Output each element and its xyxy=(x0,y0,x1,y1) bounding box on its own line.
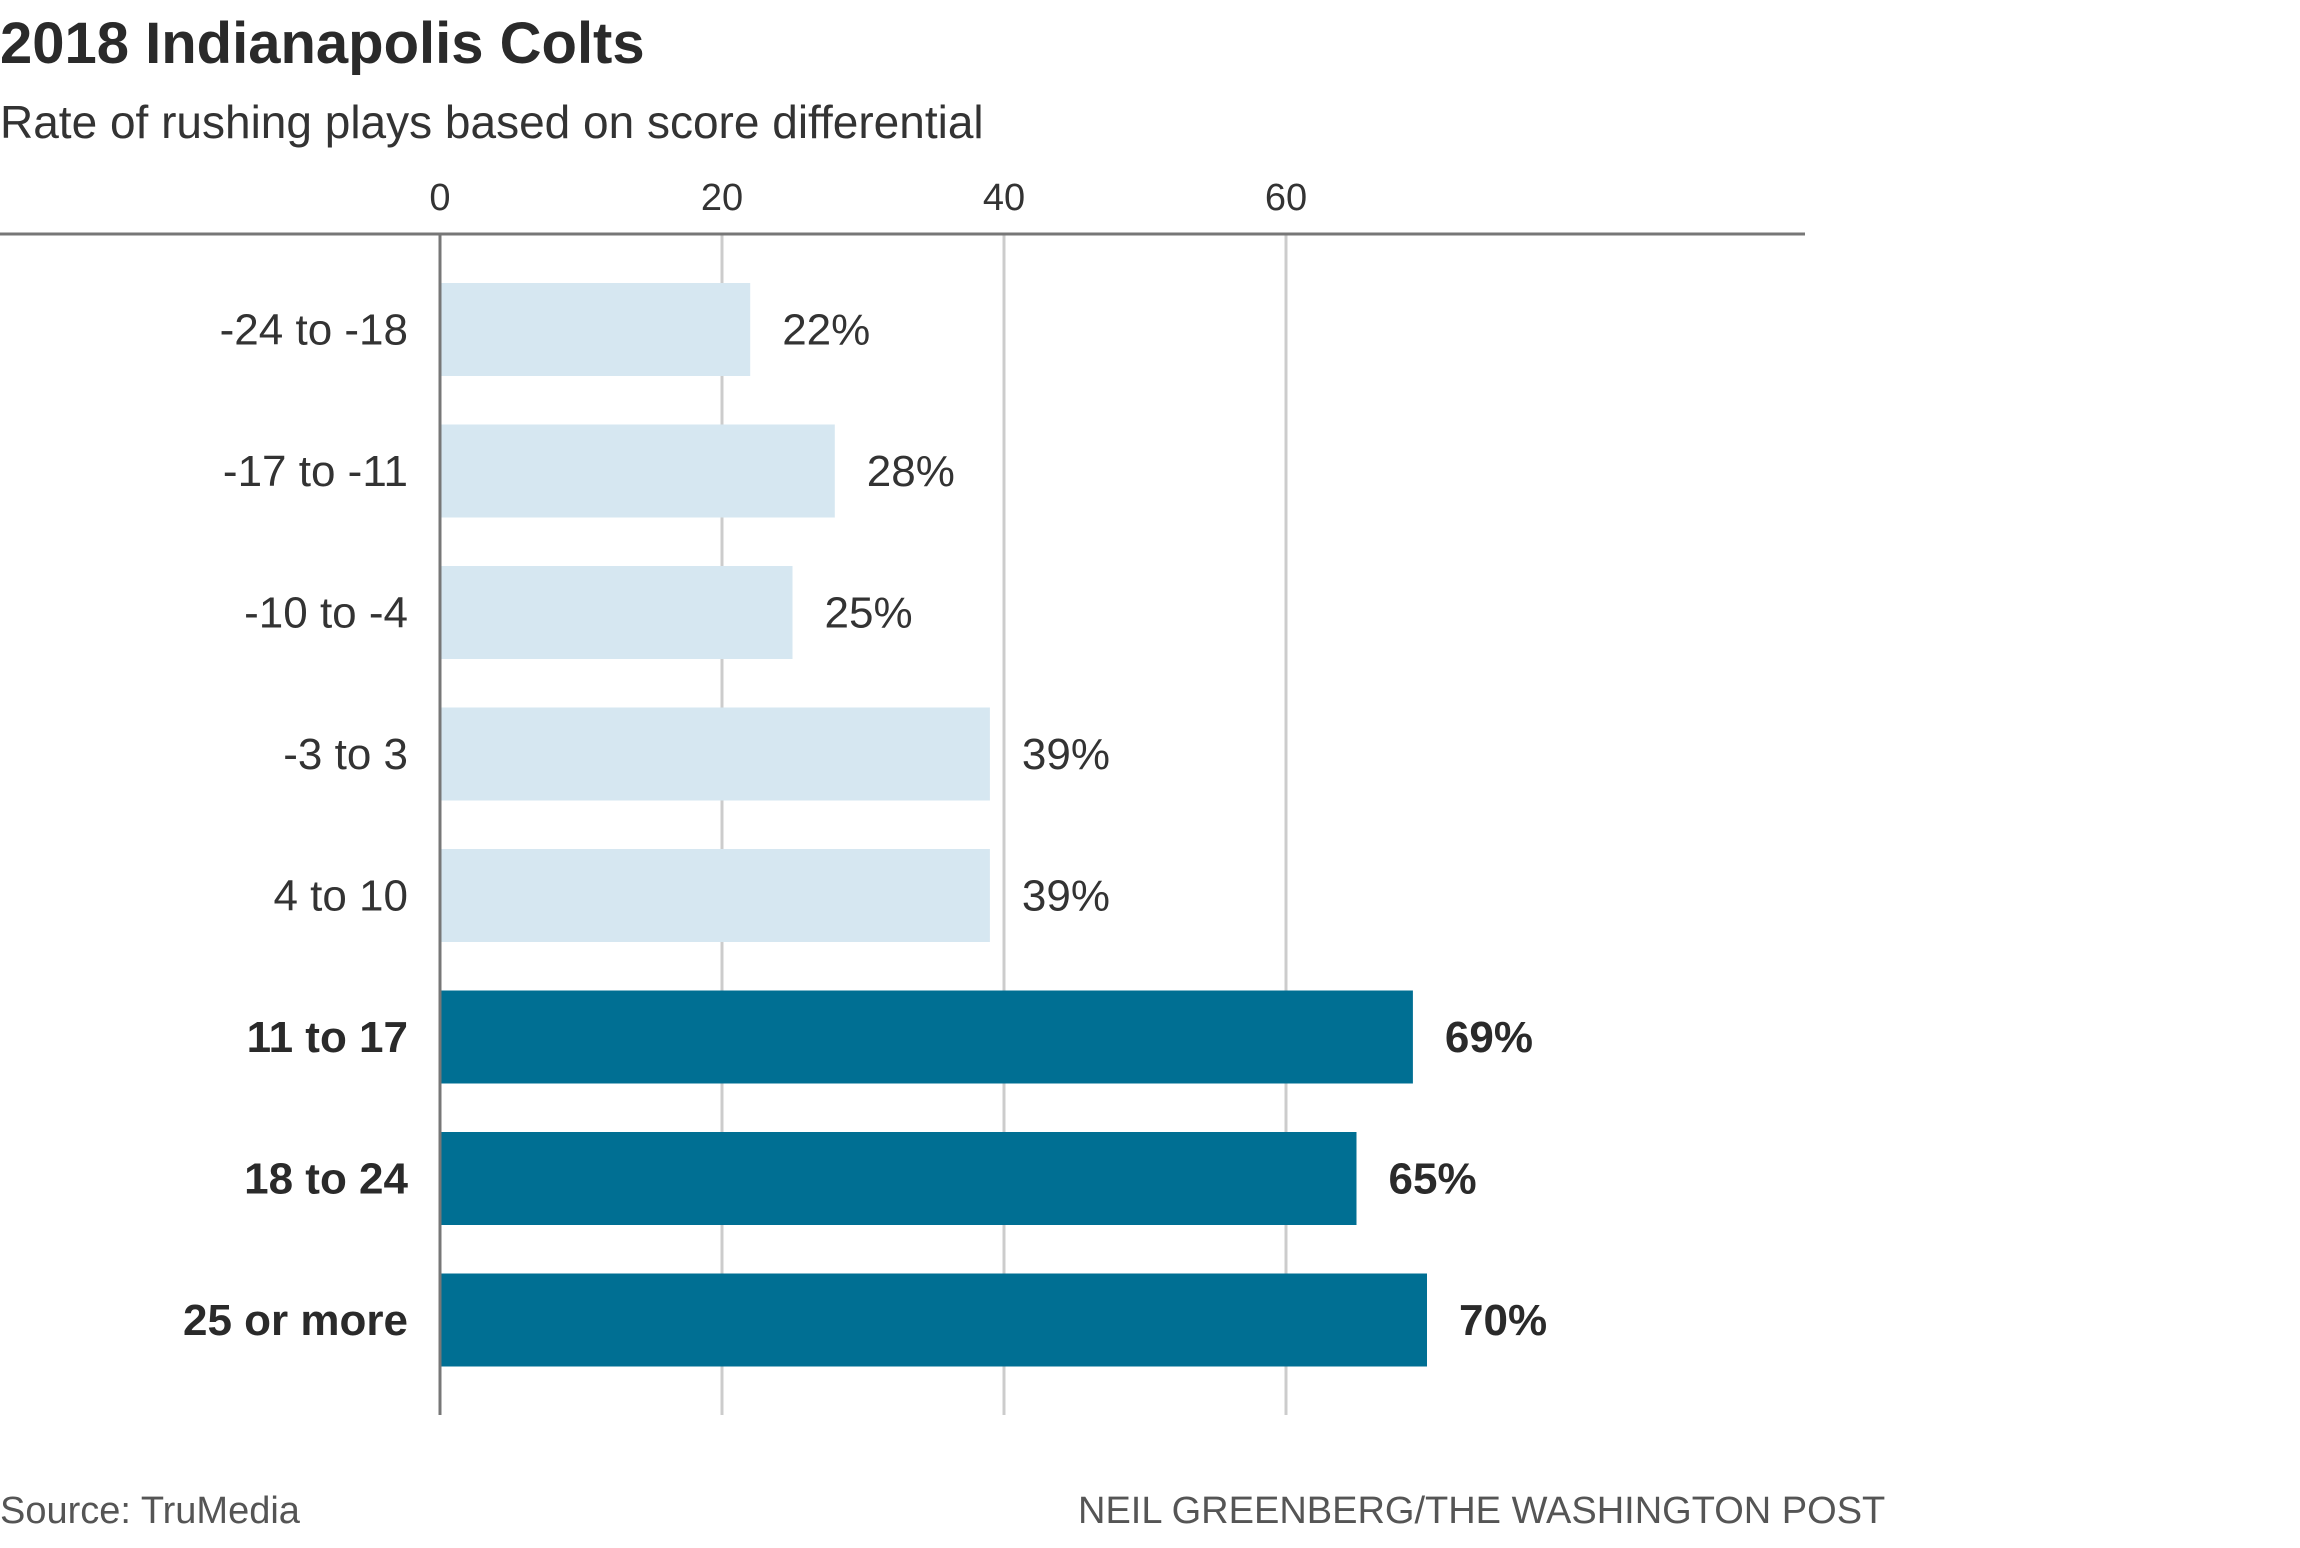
category-label-1: -24 to -18 xyxy=(220,306,408,355)
x-tick-label-60: 60 xyxy=(1265,177,1307,219)
category-label-8: 25 or more xyxy=(183,1296,408,1345)
value-label-5: 39% xyxy=(1022,872,1110,921)
bar-2 xyxy=(440,424,835,518)
category-label-5: 4 to 10 xyxy=(273,872,408,921)
x-axis-ticks: 0 20 40 60 xyxy=(429,177,1307,219)
value-label-1: 22% xyxy=(782,306,870,355)
category-label-4: -3 to 3 xyxy=(283,730,408,779)
x-tick-label-20: 20 xyxy=(701,177,743,219)
bar-5 xyxy=(440,849,990,942)
bar-4 xyxy=(440,707,990,801)
bar-8 xyxy=(440,1273,1427,1367)
source-note: Source: TruMedia xyxy=(0,1490,300,1532)
credit-note: NEIL GREENBERG/THE WASHINGTON POST xyxy=(1078,1490,1886,1532)
category-label-7: 18 to 24 xyxy=(244,1155,408,1204)
chart-subtitle: Rate of rushing plays based on score dif… xyxy=(0,96,984,148)
bar-1 xyxy=(440,283,751,376)
x-tick-label-40: 40 xyxy=(983,177,1025,219)
grid-lines xyxy=(720,234,1288,1415)
chart-title: 2018 Indianapolis Colts xyxy=(0,11,645,76)
axes xyxy=(0,232,1805,1415)
value-label-3: 25% xyxy=(825,589,913,638)
value-label-6: 69% xyxy=(1445,1013,1533,1062)
category-label-2: -17 to -11 xyxy=(223,447,408,496)
value-label-2: 28% xyxy=(867,447,955,496)
bars xyxy=(440,283,1427,1367)
bar-7 xyxy=(440,1132,1357,1225)
value-label-8: 70% xyxy=(1459,1296,1547,1345)
category-label-3: -10 to -4 xyxy=(244,589,408,638)
value-label-7: 65% xyxy=(1389,1155,1477,1204)
category-labels: -24 to -18 -17 to -11 -10 to -4 -3 to 3 4 to… xyxy=(183,306,409,1346)
value-label-4: 39% xyxy=(1022,730,1110,779)
bar-3 xyxy=(440,566,793,659)
bar-6 xyxy=(440,990,1413,1084)
value-labels: 22% 28% 25% 39% 39% 69% 65% 70% xyxy=(782,306,1547,1346)
category-label-6: 11 to 17 xyxy=(247,1013,408,1062)
x-tick-label-0: 0 xyxy=(429,177,450,219)
